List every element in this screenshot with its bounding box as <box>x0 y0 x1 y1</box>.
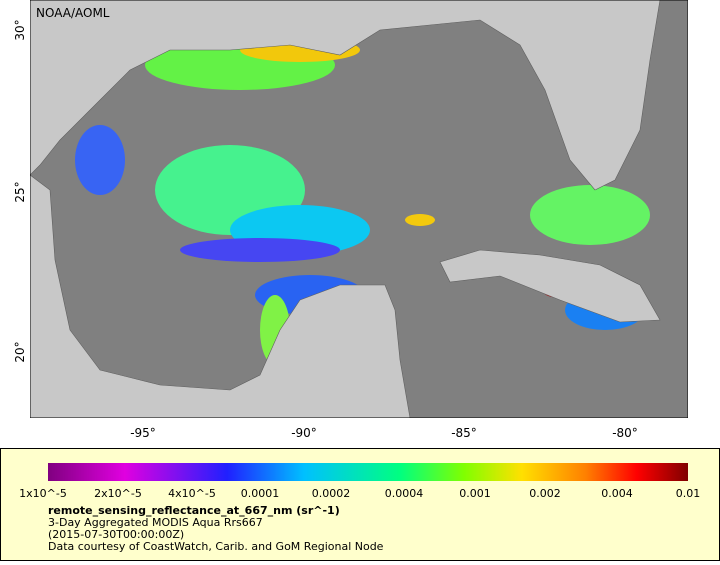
land-us <box>30 0 661 191</box>
dataset-name: 3-Day Aggregated MODIS Aqua Rrs667 <box>48 516 263 529</box>
lat-label: 20° <box>13 341 27 362</box>
source-note: Data courtesy of CoastWatch, Carib. and … <box>48 540 384 553</box>
lon-labels: -95° -90° -85° -80° <box>130 426 638 440</box>
lat-label: 25° <box>13 181 27 202</box>
lat-label: 30° <box>13 19 27 40</box>
credit: NOAA/AOML <box>36 6 110 20</box>
colorbar <box>48 463 688 481</box>
land-cuba <box>439 249 661 323</box>
lon-label: -95° <box>130 426 156 440</box>
lat-labels: 30° 25° 20° <box>13 19 27 362</box>
map <box>30 0 688 418</box>
colorbar-label: 0.01 <box>676 487 701 500</box>
time-stamp: (2015-07-30T00:00:00Z) <box>48 528 184 541</box>
colorbar-label: 0.0004 <box>385 487 424 500</box>
colorbar-label: 0.0002 <box>312 487 351 500</box>
land-mexico <box>30 174 411 418</box>
colorbar-label: 0.004 <box>601 487 633 500</box>
lon-label: -85° <box>451 426 477 440</box>
variable-name: remote_sensing_reflectance_at_667_nm (sr… <box>48 504 340 517</box>
colorbar-label: 0.0001 <box>241 487 280 500</box>
colorbar-label: 2x10^-5 <box>94 487 142 500</box>
colorbar-label: 1x10^-5 <box>19 487 67 500</box>
colorbar-label: 4x10^-5 <box>168 487 216 500</box>
lon-label: -80° <box>612 426 638 440</box>
lon-label: -90° <box>291 426 317 440</box>
colorbar-labels: 1x10^-5 2x10^-5 4x10^-5 0.0001 0.0002 0.… <box>19 487 700 500</box>
colorbar-label: 0.002 <box>529 487 561 500</box>
colorbar-label: 0.001 <box>459 487 491 500</box>
